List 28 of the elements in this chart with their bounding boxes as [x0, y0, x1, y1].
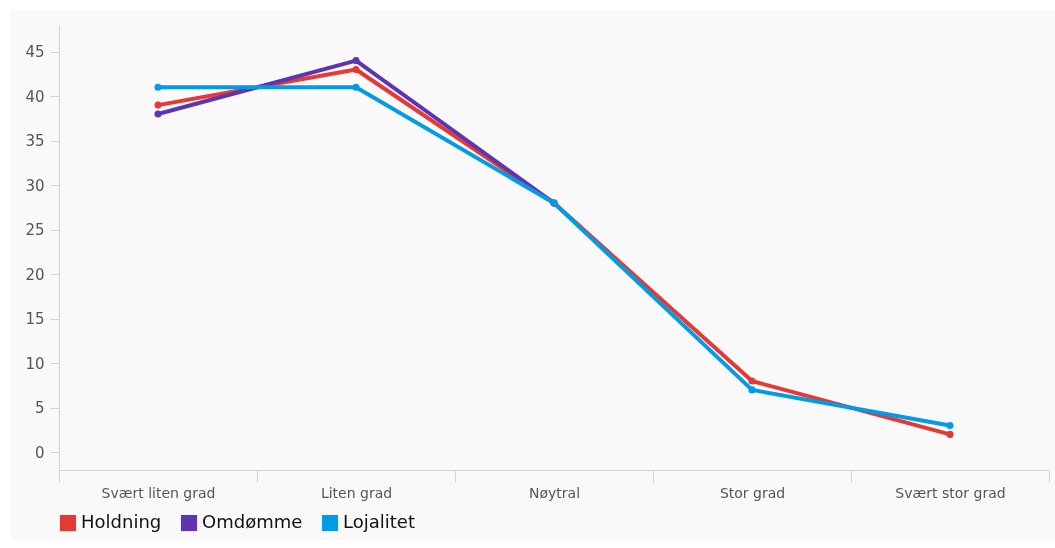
point — [748, 377, 756, 385]
x-tick-label: Stor grad — [719, 484, 786, 501]
y-tick-label: 45 — [25, 43, 45, 62]
x-tick-label: Svært liten grad — [101, 484, 216, 501]
point — [748, 386, 756, 394]
point — [946, 430, 954, 438]
point — [154, 110, 162, 118]
y-tick-label: 35 — [25, 132, 45, 151]
x-tick-label: Liten grad — [320, 484, 393, 501]
legend-label: Holdning — [81, 511, 162, 532]
x-tick-label: Nøytral — [528, 484, 581, 501]
point — [352, 65, 360, 74]
y-tick-label: 10 — [25, 354, 45, 373]
point — [946, 421, 954, 430]
point — [352, 57, 360, 65]
point — [154, 101, 162, 109]
y-tick-label: 15 — [25, 310, 45, 329]
point — [352, 83, 360, 91]
y-tick-label: 40 — [25, 87, 45, 106]
y-tick-label: 0 — [34, 443, 45, 462]
x-tick-label: Svært stor grad — [895, 484, 1006, 501]
y-tick-label: 20 — [25, 265, 45, 284]
y-tick-label: 5 — [34, 399, 45, 418]
legend-label: Lojalitet — [343, 511, 415, 532]
y-tick-label: 30 — [25, 176, 45, 195]
y-tick-label: 25 — [25, 221, 45, 240]
point — [154, 83, 162, 91]
legend-label: Omdømme — [202, 511, 303, 532]
